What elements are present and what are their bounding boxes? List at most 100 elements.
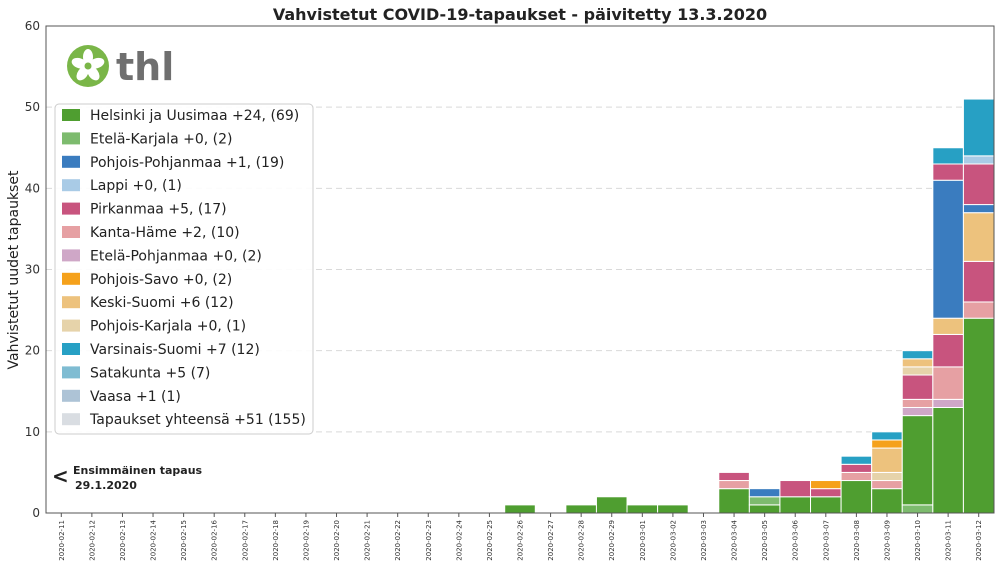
- legend-label: Etelä-Karjala +0, (2): [90, 131, 233, 147]
- bar-segment: [932, 366, 964, 400]
- legend-swatch: [62, 155, 80, 168]
- x-tick-label: 2020-03-02: [669, 520, 677, 561]
- x-tick-label: 2020-02-28: [578, 520, 586, 561]
- y-axis-label: Vahvistetut uudet tapaukset: [6, 170, 22, 369]
- bar-segment: [932, 406, 964, 514]
- legend-label: Etelä-Pohjanmaa +0, (2): [90, 248, 262, 264]
- legend-swatch: [62, 226, 80, 238]
- x-tick-label: 2020-02-17: [241, 520, 249, 561]
- y-tick-label: 50: [25, 100, 40, 114]
- bar-segment: [901, 406, 934, 417]
- legend-swatch: [62, 413, 80, 426]
- bar-segment: [840, 480, 873, 514]
- bar-segment: [901, 415, 934, 506]
- legend-swatch: [62, 272, 80, 285]
- bar-segment: [901, 374, 934, 400]
- bar-segment: [626, 504, 659, 514]
- bar-segment: [932, 333, 964, 368]
- y-tick-label: 20: [25, 344, 40, 358]
- y-tick-label: 0: [32, 506, 40, 520]
- bar-segment: [871, 488, 903, 514]
- x-tick-label: 2020-02-11: [58, 520, 66, 561]
- bar-segment: [901, 398, 934, 408]
- bar-segment: [840, 471, 873, 482]
- bar-segment: [871, 439, 903, 449]
- x-tick-label: 2020-02-16: [211, 519, 219, 560]
- bar-segment: [932, 179, 964, 319]
- legend-label: Pohjois-Karjala +0, (1): [90, 319, 246, 335]
- x-tick-label: 2020-03-12: [975, 520, 983, 561]
- bar-segment: [504, 504, 536, 514]
- x-tick-label: 2020-03-03: [700, 520, 708, 561]
- bar-segment: [748, 496, 781, 506]
- bar-segment: [962, 212, 995, 262]
- x-tick-label: 2020-02-25: [486, 520, 494, 561]
- legend-label: Helsinki ja Uusimaa +24, (69): [90, 108, 299, 124]
- bar-segment: [779, 480, 812, 498]
- bars: [504, 98, 995, 514]
- legend-label: Varsinais-Suomi +7 (12): [90, 342, 260, 358]
- x-tick-label: 2020-03-11: [945, 520, 953, 561]
- bar-segment: [932, 398, 964, 408]
- x-tick-label: 2020-03-06: [792, 519, 800, 560]
- legend-swatch: [62, 132, 80, 145]
- legend: Helsinki ja Uusimaa +24, (69) Etelä-Karja…: [54, 103, 314, 435]
- bar-segment: [932, 317, 964, 335]
- thl-logo: thl: [67, 45, 174, 89]
- x-tick-label: 2020-02-29: [608, 520, 616, 561]
- y-tick-label: 40: [25, 181, 40, 195]
- legend-swatch: [62, 179, 80, 192]
- bar-segment: [962, 163, 995, 206]
- first-case-line2: 29.1.2020: [75, 479, 137, 492]
- legend-label: Lappi +0, (1): [90, 178, 182, 194]
- first-case-note: < Ensimmäinen tapaus 29.1.2020: [52, 464, 203, 492]
- bar-segment: [901, 504, 934, 514]
- x-ticks: 2020-02-11 2020-02-12 2020-02-13 2020-02-14…: [58, 513, 983, 561]
- x-tick-label: 2020-03-04: [731, 519, 739, 560]
- legend-label: Tapaukset yhteensä +51 (155): [89, 412, 306, 428]
- x-tick-label: 2020-02-27: [547, 520, 555, 561]
- x-tick-label: 2020-02-14: [150, 519, 158, 560]
- legend-swatch: [62, 366, 80, 379]
- legend-label: Pirkanmaa +5, (17): [90, 202, 227, 218]
- x-tick-label: 2020-02-24: [455, 519, 463, 560]
- legend-swatch: [62, 319, 80, 332]
- bar-segment: [718, 488, 750, 514]
- bar-segment: [748, 504, 781, 514]
- legend-swatch: [62, 202, 80, 215]
- y-tick-label: 60: [25, 19, 40, 33]
- bar-segment: [810, 496, 842, 514]
- y-tick-label: 30: [25, 263, 40, 277]
- legend-label: Keski-Suomi +6 (12): [90, 295, 234, 311]
- bar-segment: [871, 480, 903, 490]
- first-case-line1: Ensimmäinen tapaus: [73, 464, 203, 477]
- bar-segment: [871, 431, 903, 441]
- x-tick-label: 2020-02-19: [302, 520, 310, 561]
- legend-swatch: [62, 343, 80, 355]
- bar-segment: [718, 480, 750, 490]
- legend-swatch: [62, 389, 80, 402]
- y-tick-label: 10: [25, 425, 40, 439]
- bar-segment: [657, 504, 689, 514]
- legend-swatch: [62, 249, 80, 262]
- bar-segment: [901, 366, 934, 376]
- thl-logo-text: thl: [116, 45, 174, 89]
- first-case-arrow: <: [52, 464, 69, 488]
- bar-segment: [962, 204, 995, 214]
- x-tick-label: 2020-02-12: [88, 520, 96, 561]
- bar-segment: [871, 447, 903, 473]
- x-tick-label: 2020-02-20: [333, 520, 341, 561]
- bar-segment: [840, 455, 873, 465]
- bar-segment: [962, 155, 995, 165]
- legend-label: Vaasa +1 (1): [90, 389, 181, 405]
- legend-label: Kanta-Häme +2, (10): [90, 225, 240, 241]
- legend-label: Pohjois-Pohjanmaa +1, (19): [90, 155, 284, 171]
- x-tick-label: 2020-03-09: [883, 520, 891, 561]
- bar-segment: [810, 480, 842, 490]
- legend-frame: [54, 103, 314, 435]
- bar-segment: [565, 504, 597, 514]
- thl-flower-icon: [67, 45, 109, 87]
- x-tick-label: 2020-02-23: [425, 520, 433, 561]
- x-tick-label: 2020-03-10: [914, 520, 922, 561]
